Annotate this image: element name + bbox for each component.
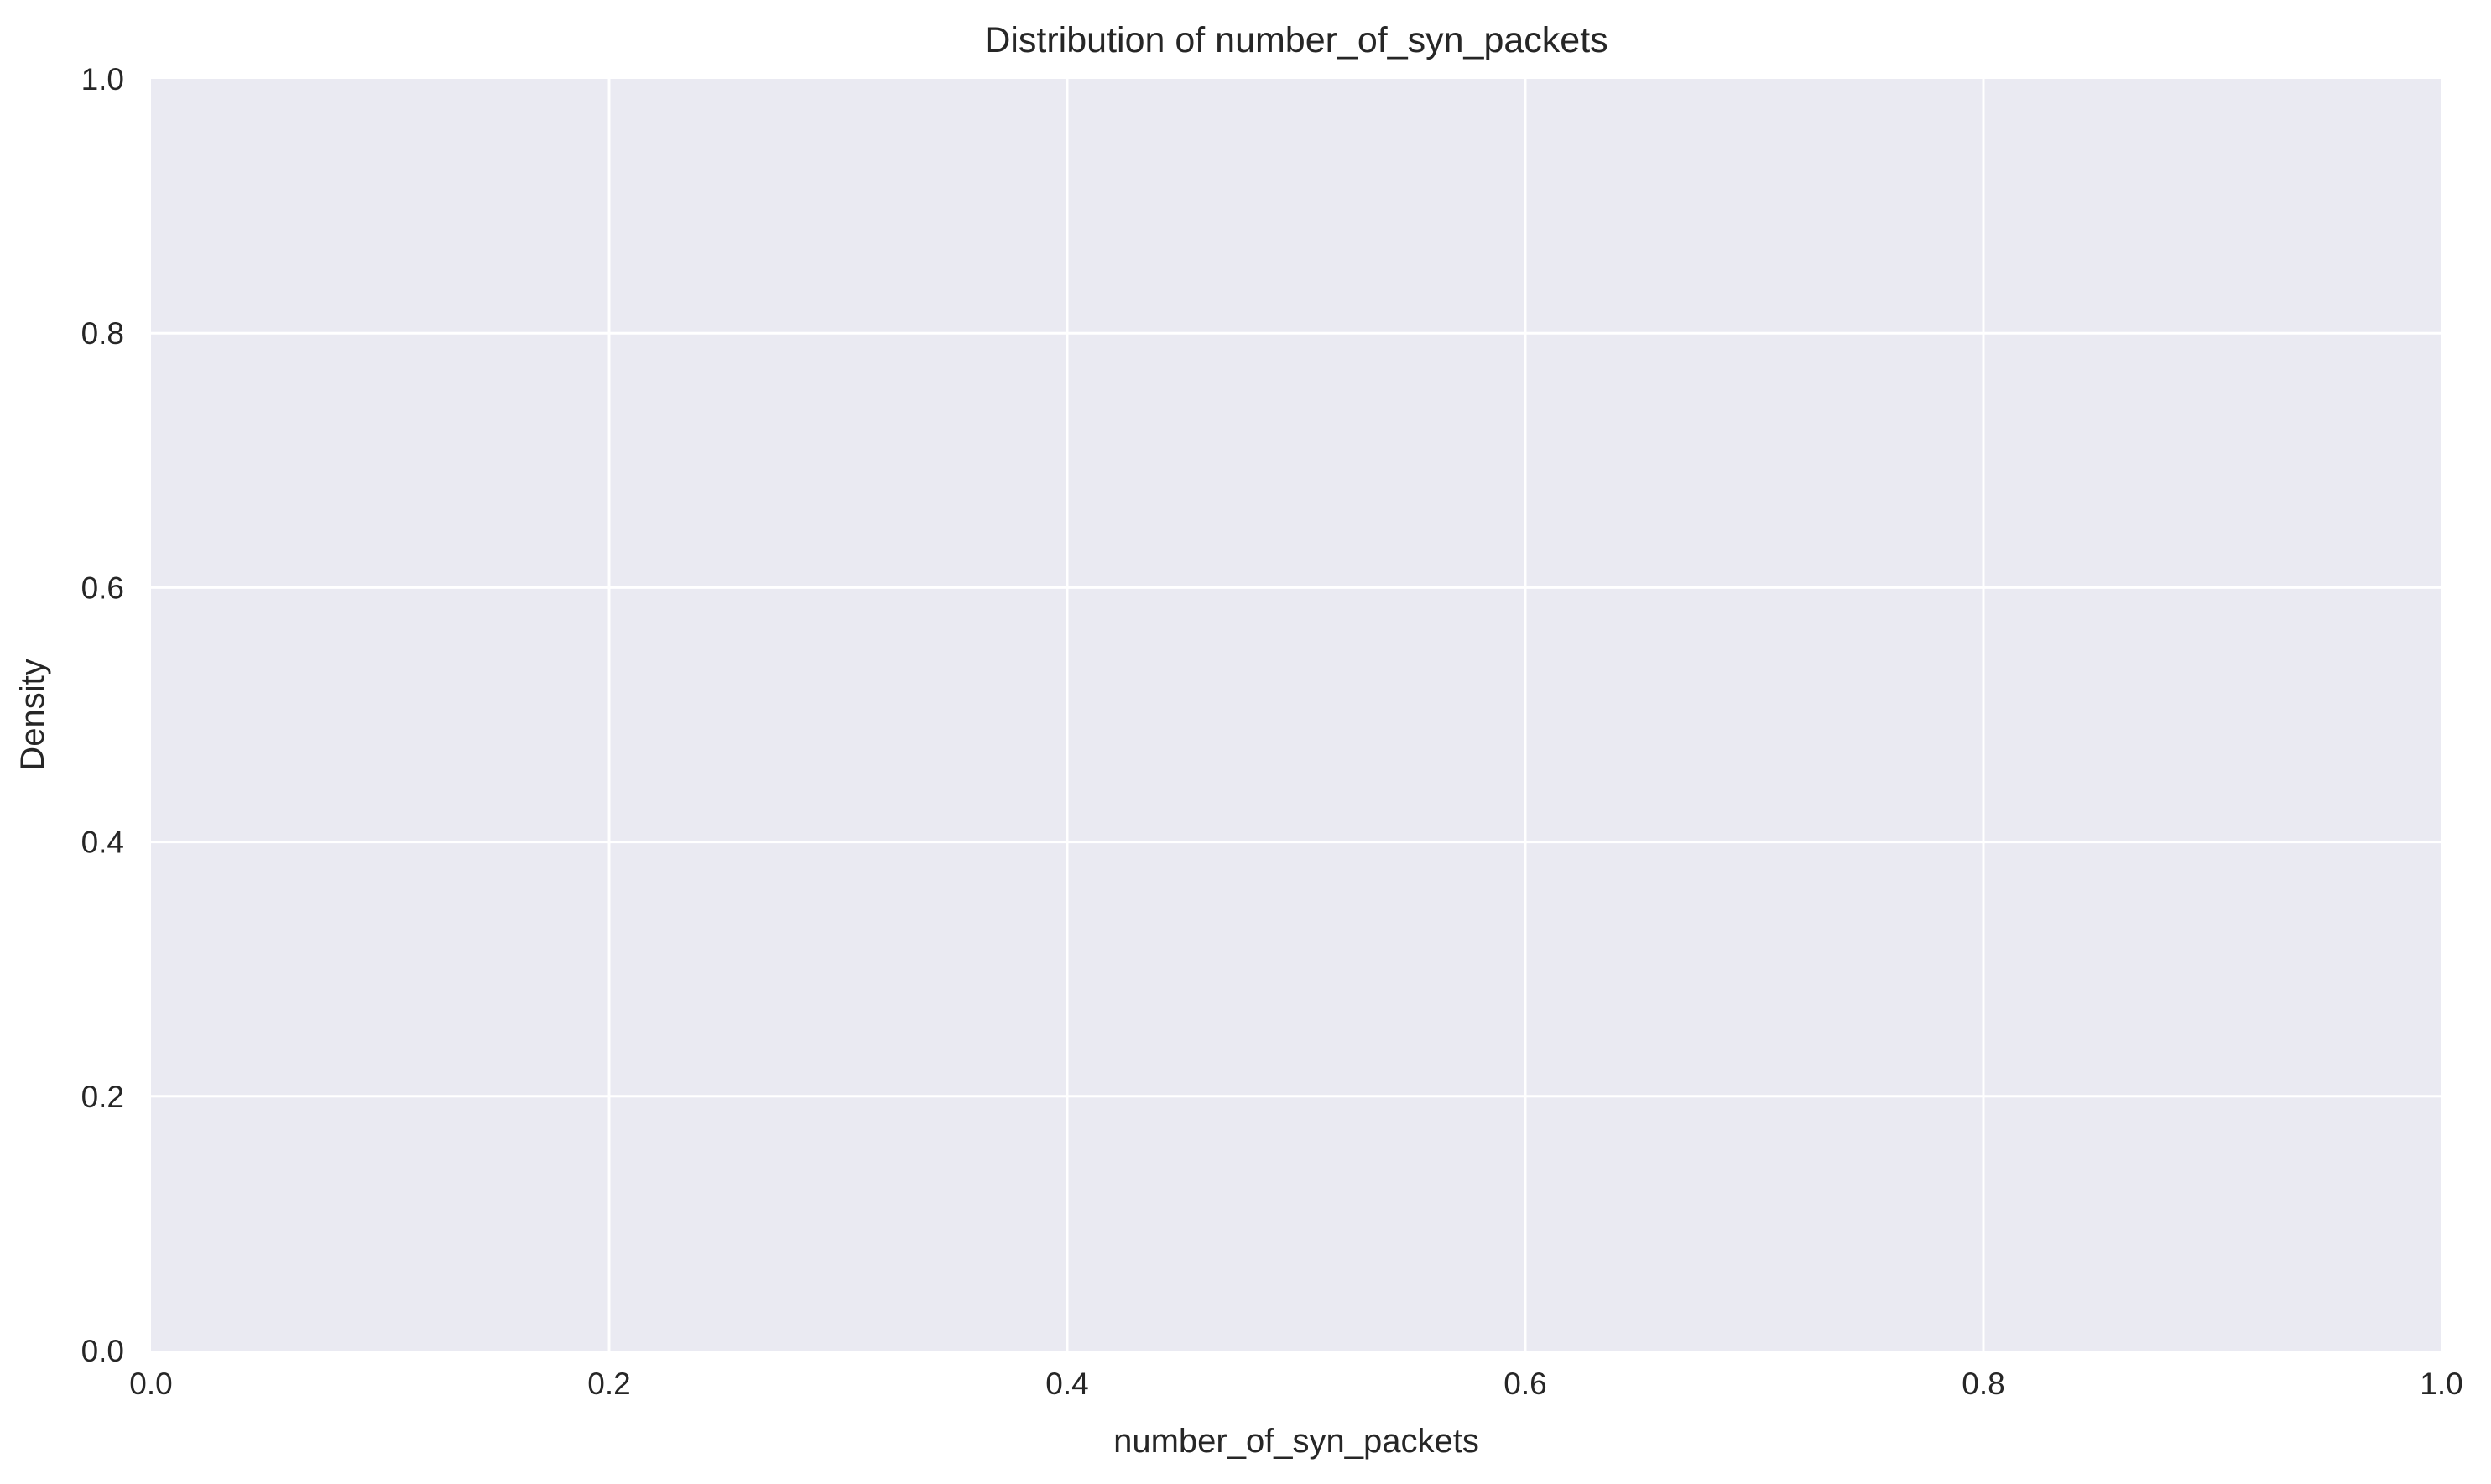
y-tick-label: 0.0: [81, 1334, 124, 1368]
x-tick-label: 0.4: [1045, 1367, 1088, 1401]
tick-labels: 0.0 0.2 0.4 0.6 0.8 1.0 0.0 0.2 0.4 0.6 0.8 1.0: [81, 62, 2463, 1401]
grid-lines: [151, 79, 2441, 1351]
chart-title: Distribution of number_of_syn_packets: [984, 20, 1608, 60]
y-tick-label: 0.2: [81, 1080, 124, 1114]
y-tick-label: 0.4: [81, 825, 124, 860]
plot-area: [151, 79, 2441, 1351]
x-tick-label: 1.0: [2420, 1367, 2462, 1401]
x-tick-label: 0.0: [129, 1367, 172, 1401]
y-axis-label: Density: [14, 659, 51, 770]
y-tick-label: 0.6: [81, 570, 124, 605]
x-tick-label: 0.8: [1962, 1367, 2004, 1401]
y-tick-label: 1.0: [81, 62, 124, 96]
x-tick-label: 0.6: [1503, 1367, 1546, 1401]
y-tick-label: 0.8: [81, 316, 124, 351]
x-tick-label: 0.2: [587, 1367, 630, 1401]
x-axis-label: number_of_syn_packets: [1113, 1423, 1479, 1460]
